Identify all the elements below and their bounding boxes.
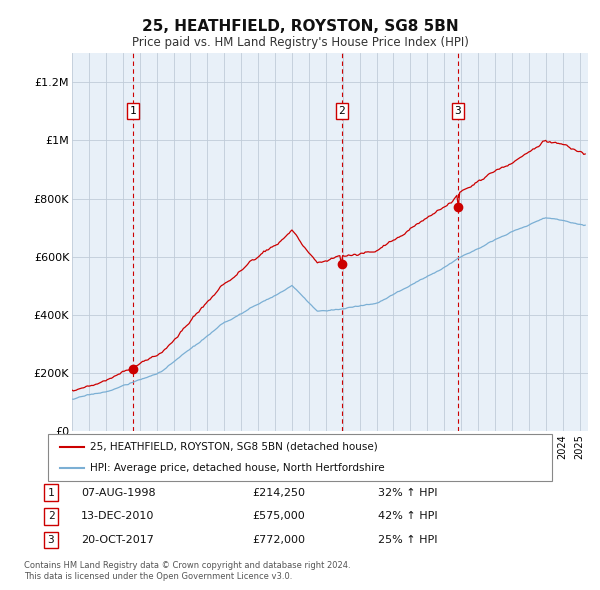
Text: 3: 3	[47, 535, 55, 545]
Text: £772,000: £772,000	[252, 535, 305, 545]
Text: £575,000: £575,000	[252, 512, 305, 521]
Text: 2: 2	[338, 106, 345, 116]
Text: 1: 1	[130, 106, 136, 116]
Text: 42% ↑ HPI: 42% ↑ HPI	[378, 512, 437, 521]
Text: 2: 2	[47, 512, 55, 521]
Text: 07-AUG-1998: 07-AUG-1998	[81, 488, 155, 497]
Text: This data is licensed under the Open Government Licence v3.0.: This data is licensed under the Open Gov…	[24, 572, 292, 581]
Text: 32% ↑ HPI: 32% ↑ HPI	[378, 488, 437, 497]
Text: 3: 3	[454, 106, 461, 116]
Text: HPI: Average price, detached house, North Hertfordshire: HPI: Average price, detached house, Nort…	[90, 463, 385, 473]
Text: Contains HM Land Registry data © Crown copyright and database right 2024.: Contains HM Land Registry data © Crown c…	[24, 560, 350, 569]
Text: 20-OCT-2017: 20-OCT-2017	[81, 535, 154, 545]
Text: £214,250: £214,250	[252, 488, 305, 497]
Text: 25% ↑ HPI: 25% ↑ HPI	[378, 535, 437, 545]
Text: 25, HEATHFIELD, ROYSTON, SG8 5BN: 25, HEATHFIELD, ROYSTON, SG8 5BN	[142, 19, 458, 34]
Text: 1: 1	[47, 488, 55, 497]
Text: 25, HEATHFIELD, ROYSTON, SG8 5BN (detached house): 25, HEATHFIELD, ROYSTON, SG8 5BN (detach…	[90, 442, 378, 451]
Text: Price paid vs. HM Land Registry's House Price Index (HPI): Price paid vs. HM Land Registry's House …	[131, 36, 469, 49]
Text: 13-DEC-2010: 13-DEC-2010	[81, 512, 154, 521]
